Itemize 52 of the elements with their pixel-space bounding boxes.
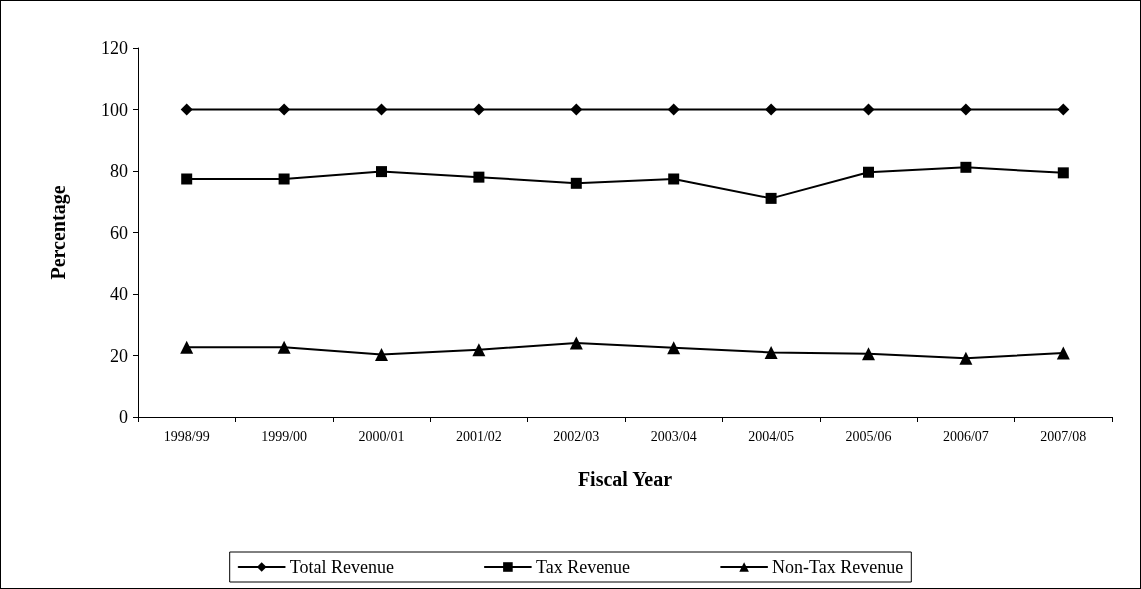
point xyxy=(570,177,582,189)
legend-label: Tax Revenue xyxy=(535,557,631,577)
point xyxy=(375,103,388,116)
x-tick-label: 1998/99 xyxy=(163,428,210,444)
x-tick-label: 1999/00 xyxy=(261,428,308,444)
x-tick-label: 2006/07 xyxy=(942,428,989,444)
x-tick-label: 2007/08 xyxy=(1040,428,1087,444)
point xyxy=(1057,103,1070,116)
point xyxy=(765,192,777,204)
point xyxy=(1057,167,1069,179)
y-tick-label: 120 xyxy=(101,38,128,58)
legend-label: Non-Tax Revenue xyxy=(772,557,904,577)
point xyxy=(764,345,778,359)
point xyxy=(376,166,387,178)
point xyxy=(181,173,193,185)
x-tick-label: 2005/06 xyxy=(845,428,892,444)
x-axis-title: Fiscal Year xyxy=(577,468,673,490)
point xyxy=(277,340,291,354)
point xyxy=(862,347,875,361)
point xyxy=(570,103,583,116)
point xyxy=(667,103,680,116)
y-tick-label: 60 xyxy=(110,222,128,243)
point xyxy=(472,343,486,357)
point xyxy=(180,340,194,354)
point xyxy=(1056,346,1070,360)
point xyxy=(959,103,972,116)
point xyxy=(278,173,290,185)
point xyxy=(569,336,583,350)
point xyxy=(960,161,972,173)
point xyxy=(862,103,875,116)
legend-label: Total Revenue xyxy=(289,557,394,577)
x-tick-label: 2003/04 xyxy=(650,428,697,444)
x-tick-label: 2001/02 xyxy=(455,428,502,444)
y-tick-label: 0 xyxy=(119,407,128,427)
point xyxy=(959,351,973,365)
point xyxy=(472,103,485,116)
point xyxy=(765,103,778,116)
y-tick-label: 100 xyxy=(101,99,128,120)
point xyxy=(180,103,193,116)
point xyxy=(375,348,388,362)
x-tick-label: 2004/05 xyxy=(748,428,795,444)
x-tick-label: 2000/01 xyxy=(358,428,405,444)
x-tick-label: 2002/03 xyxy=(553,428,600,444)
y-tick-label: 20 xyxy=(110,345,128,366)
point xyxy=(668,173,680,185)
y-axis-title: Percentage xyxy=(47,185,70,280)
y-tick-label: 80 xyxy=(110,161,128,181)
y-tick-label: 40 xyxy=(110,284,128,304)
point xyxy=(278,103,291,116)
point xyxy=(667,341,681,355)
point xyxy=(863,166,874,178)
point xyxy=(473,171,485,183)
